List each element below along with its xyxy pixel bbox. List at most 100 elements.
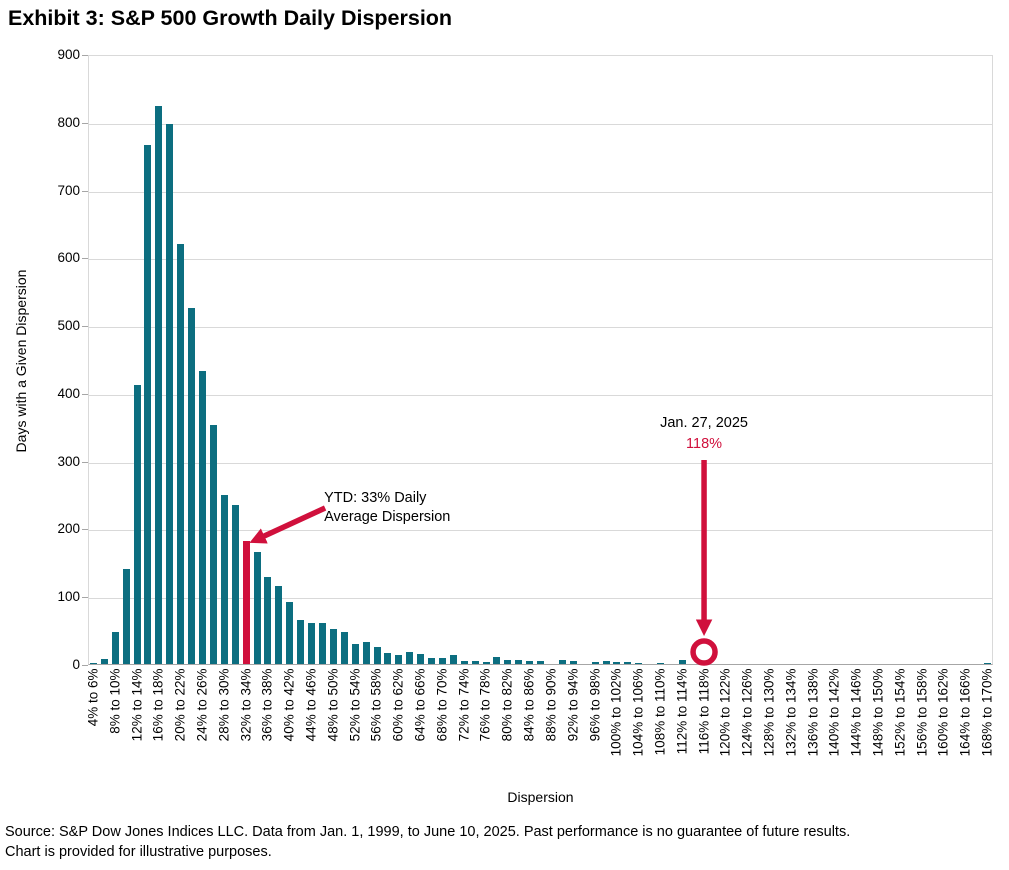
- x-tick-label-148% to 150%: 148% to 150%: [870, 668, 886, 757]
- bar-10% to 12%: [122, 569, 130, 664]
- bar-slot-8% to 10%: [110, 55, 121, 664]
- x-tick-label-32% to 34%: 32% to 34%: [238, 668, 254, 742]
- bar-slot-118% to 120%: [710, 55, 721, 664]
- bar-slot-102% to 104%: [622, 55, 633, 664]
- bar-slot-144% to 146%: [851, 55, 862, 664]
- bar-slot-84% to 86%: [524, 55, 535, 664]
- bar-slot-146% to 148%: [862, 55, 873, 664]
- bar-slot-96% to 98%: [590, 55, 601, 664]
- x-tick-label-20% to 22%: 20% to 22%: [172, 668, 188, 742]
- bar-14% to 16%: [144, 144, 152, 664]
- bar-slot-56% to 58%: [372, 55, 383, 664]
- bar-98% to 100%: [602, 661, 610, 664]
- gridline-600: [89, 259, 992, 261]
- bar-slot-26% to 28%: [208, 55, 219, 664]
- bar-40% to 42%: [286, 601, 294, 664]
- bar-slot-156% to 158%: [917, 55, 928, 664]
- x-tick-label-160% to 162%: 160% to 162%: [935, 668, 951, 757]
- x-tick-label-28% to 30%: 28% to 30%: [216, 668, 232, 742]
- bar-100% to 102%: [613, 661, 621, 664]
- jan-annotation: Jan. 27, 2025 118%: [624, 413, 784, 455]
- jan-annotation-value: 118%: [686, 436, 723, 452]
- bar-58% to 60%: [384, 653, 392, 664]
- bar-84% to 86%: [526, 661, 534, 664]
- gridline-500: [89, 327, 992, 329]
- bar-slot-88% to 90%: [546, 55, 557, 664]
- x-tick-label-144% to 146%: 144% to 146%: [848, 668, 864, 757]
- bar-16% to 18%: [155, 106, 163, 664]
- bar-168% to 170%: [984, 662, 992, 664]
- y-tick-label-0: 0: [72, 657, 80, 672]
- x-tick-label-156% to 158%: 156% to 158%: [914, 668, 930, 757]
- bar-slot-108% to 110%: [655, 55, 666, 664]
- x-tick-label-48% to 50%: 48% to 50%: [325, 668, 341, 742]
- bar-slot-110% to 112%: [666, 55, 677, 664]
- x-tick-label-128% to 130%: 128% to 130%: [761, 668, 777, 757]
- y-tick-label-700: 700: [57, 182, 80, 198]
- x-tick-label-108% to 110%: 108% to 110%: [652, 668, 668, 756]
- bar-slot-52% to 54%: [350, 55, 361, 664]
- gridline-700: [89, 191, 992, 193]
- bar-72% to 74%: [460, 661, 468, 664]
- bar-slot-20% to 22%: [175, 55, 186, 664]
- y-tick-label-100: 100: [57, 589, 80, 605]
- bar-slot-148% to 150%: [873, 55, 884, 664]
- x-tick-label-24% to 26%: 24% to 26%: [194, 668, 210, 742]
- bar-slot-168% to 170%: [982, 55, 993, 664]
- bar-30% to 32%: [231, 505, 239, 664]
- bar-slot-158% to 160%: [928, 55, 939, 664]
- bar-92% to 94%: [569, 661, 577, 664]
- bar-4% to 6%: [89, 663, 97, 664]
- y-tick-mark: [82, 190, 88, 192]
- y-axis-title: Days with a Given Dispersion: [13, 269, 29, 453]
- bar-slot-60% to 62%: [393, 55, 404, 664]
- bar-slot-78% to 80%: [492, 55, 503, 664]
- bar-20% to 22%: [177, 243, 185, 664]
- x-tick-label-116% to 118%: 116% to 118%: [696, 668, 712, 755]
- bar-slot-44% to 46%: [306, 55, 317, 664]
- bar-56% to 58%: [373, 647, 381, 664]
- bar-66% to 68%: [428, 657, 436, 664]
- y-tick-label-800: 800: [57, 114, 80, 130]
- bar-slot-54% to 56%: [361, 55, 372, 664]
- bar-42% to 44%: [297, 619, 305, 664]
- bar-80% to 82%: [504, 659, 512, 664]
- x-tick-label-96% to 98%: 96% to 98%: [587, 668, 603, 742]
- x-tick-label-40% to 42%: 40% to 42%: [281, 668, 297, 742]
- bar-slot-98% to 100%: [601, 55, 612, 664]
- source-note-line1: Source: S&P Dow Jones Indices LLC. Data …: [5, 824, 851, 840]
- bar-slot-124% to 126%: [742, 55, 753, 664]
- bar-8% to 10%: [111, 632, 119, 664]
- bar-slot-100% to 102%: [612, 55, 623, 664]
- bar-slot-140% to 142%: [830, 55, 841, 664]
- bar-slot-16% to 18%: [153, 55, 164, 664]
- y-tick-mark: [82, 393, 88, 395]
- x-tick-label-60% to 62%: 60% to 62%: [390, 668, 406, 742]
- ytd-annotation-line2: Average Dispersion: [324, 509, 451, 525]
- bar-slot-4% to 6%: [88, 55, 99, 664]
- bar-64% to 66%: [417, 653, 425, 664]
- x-tick-label-120% to 122%: 120% to 122%: [717, 668, 733, 757]
- bar-slot-94% to 96%: [579, 55, 590, 664]
- bar-series: [88, 55, 993, 664]
- bar-slot-114% to 116%: [688, 55, 699, 664]
- bar-102% to 104%: [624, 661, 632, 664]
- bar-slot-10% to 12%: [121, 55, 132, 664]
- y-tick-label-300: 300: [57, 453, 80, 469]
- bar-slot-126% to 128%: [753, 55, 764, 664]
- bar-slot-152% to 154%: [895, 55, 906, 664]
- bar-slot-116% to 118%: [699, 55, 710, 664]
- x-tick-label-88% to 90%: 88% to 90%: [543, 668, 559, 742]
- gridline-300: [89, 462, 992, 464]
- bar-38% to 40%: [275, 586, 283, 664]
- bar-112% to 114%: [678, 659, 686, 664]
- y-tick-mark: [82, 529, 88, 531]
- bar-slot-132% to 134%: [786, 55, 797, 664]
- bar-slot-32% to 34%: [241, 55, 252, 664]
- bar-slot-138% to 140%: [819, 55, 830, 664]
- bar-90% to 92%: [558, 659, 566, 664]
- bar-slot-130% to 132%: [775, 55, 786, 664]
- bar-slot-160% to 162%: [939, 55, 950, 664]
- bar-slot-28% to 30%: [219, 55, 230, 664]
- bar-slot-80% to 82%: [502, 55, 513, 664]
